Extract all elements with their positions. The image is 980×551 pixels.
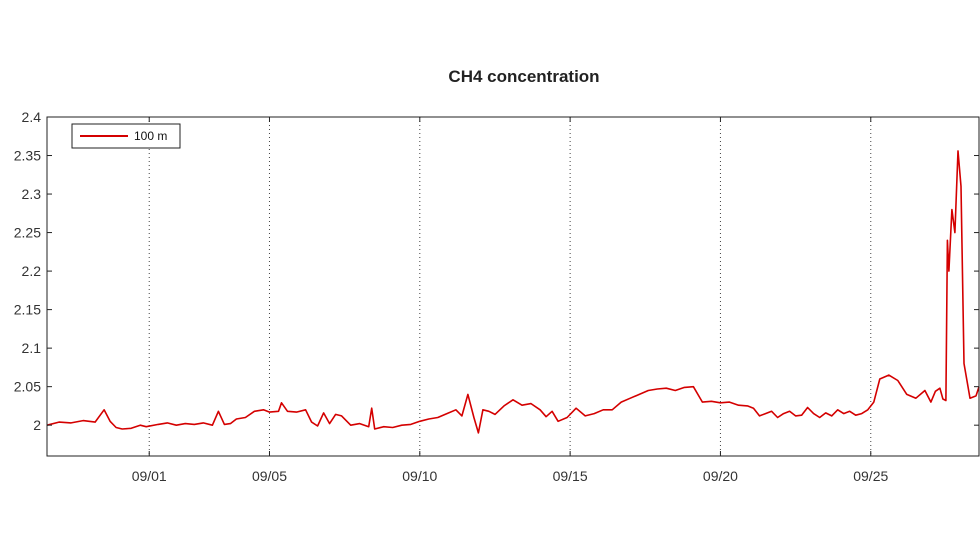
y-tick-label: 2.05 (14, 379, 41, 395)
y-tick-label: 2.2 (22, 263, 42, 279)
axes: 09/01 09/05 09/10 09/15 09/20 09/25 2 2.05 2.1 2.… (14, 109, 980, 484)
vertical-gridlines (148, 117, 872, 456)
x-tick-label: 09/20 (703, 468, 738, 484)
y-tick-label: 2.25 (14, 225, 41, 241)
y-tick-label: 2.1 (22, 340, 42, 356)
series-layer (46, 150, 980, 434)
x-tick-label: 09/05 (252, 468, 287, 484)
series-line (46, 150, 980, 434)
y-tick-label: 2.4 (22, 109, 42, 125)
x-tick-label: 09/10 (402, 468, 437, 484)
y-tick-label: 2 (33, 417, 41, 433)
y-tick-label: 2.35 (14, 148, 41, 164)
x-tick-label: 09/25 (853, 468, 888, 484)
x-tick-label: 09/15 (553, 468, 588, 484)
x-tick-label: 09/01 (132, 468, 167, 484)
legend: 100 m (71, 123, 181, 149)
y-tick-label: 2.15 (14, 302, 41, 318)
y-tick-label: 2.3 (22, 186, 42, 202)
plot-frame (46, 116, 980, 457)
legend-label: 100 m (134, 129, 167, 143)
chart-title: CH4 concentration (448, 67, 599, 86)
